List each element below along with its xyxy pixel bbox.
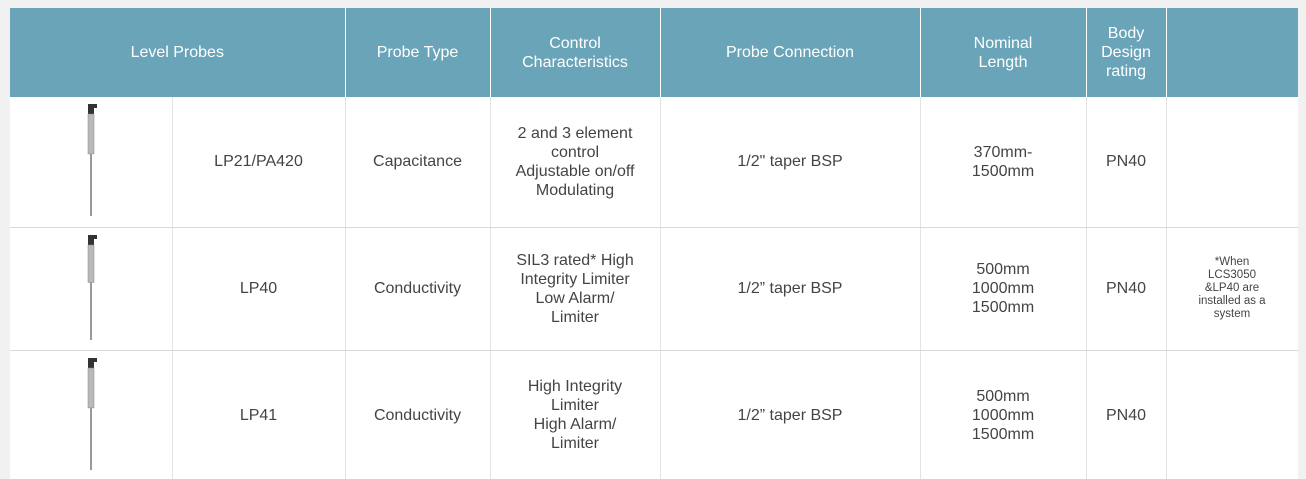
note-cell bbox=[1166, 350, 1298, 479]
rating-cell: PN40 bbox=[1086, 227, 1167, 351]
text-line: system bbox=[1213, 308, 1251, 320]
header-cell: Probe Connection bbox=[660, 8, 921, 97]
header-cell: Probe Type bbox=[345, 8, 491, 97]
text-line: SIL3 rated* High bbox=[516, 251, 634, 269]
text-line: 1500mm bbox=[971, 162, 1035, 180]
type-cell: Conductivity bbox=[345, 227, 491, 351]
header-cell: Level Probes bbox=[10, 8, 346, 97]
length-cell: 370mm- 1500mm bbox=[920, 97, 1087, 228]
text-line: installed as a bbox=[1198, 295, 1266, 307]
text-line: 1000mm bbox=[971, 406, 1035, 424]
image-cell bbox=[10, 350, 173, 479]
model-cell: LP41 bbox=[172, 350, 346, 479]
text-line: High Integrity bbox=[527, 378, 623, 395]
control-cell: High Integrity Limiter High Alarm/Limiter bbox=[490, 350, 661, 479]
connection-cell: 1/2” taper BSP bbox=[660, 227, 921, 351]
text-line: Adjustable on/off bbox=[515, 162, 635, 180]
image-cell bbox=[10, 227, 173, 351]
text-line: 2 and 3 element bbox=[517, 124, 633, 142]
text-line: Body bbox=[1107, 25, 1145, 42]
probe-table: Level Probes Probe Type Control Characteris… bbox=[10, 8, 1298, 479]
table-row: LP40 Conductivity SIL3 rated* High Integrit… bbox=[10, 227, 1298, 351]
model-cell: LP21/PA420 bbox=[172, 97, 346, 228]
text-line: Low Alarm/ bbox=[535, 289, 615, 307]
text-line: Characteristics bbox=[522, 53, 628, 71]
text-line: *When bbox=[1214, 256, 1250, 268]
text-line: rating bbox=[1106, 63, 1147, 80]
control-cell: SIL3 rated* High Integrity Limiter Low Ala… bbox=[490, 227, 661, 351]
probe-image bbox=[87, 104, 97, 223]
model-cell: LP40 bbox=[172, 227, 346, 351]
table-wrap: Level Probes Probe Type Control Characteris… bbox=[10, 8, 1298, 479]
table-row: LP21/PA420 Capacitance 2 and 3 element cont… bbox=[10, 97, 1298, 228]
probe-image bbox=[87, 357, 97, 476]
rating-cell: PN40 bbox=[1086, 97, 1167, 228]
text-line: 1500mm bbox=[971, 425, 1035, 443]
length-cell: 500mm 1000mm 1500mm bbox=[920, 227, 1087, 351]
text-line: &LP40 are bbox=[1204, 282, 1260, 294]
text-line: 1500mm bbox=[971, 299, 1035, 316]
text-line: Probe Connection bbox=[725, 44, 855, 61]
text-line: LCS3050 bbox=[1208, 269, 1256, 281]
rating-cell: PN40 bbox=[1086, 350, 1167, 479]
header-cell: Nominal Length bbox=[920, 8, 1087, 97]
text-line: Length bbox=[978, 53, 1028, 71]
text-line: 500mm bbox=[976, 261, 1030, 278]
table-body: LP21/PA420 Capacitance 2 and 3 element cont… bbox=[10, 97, 1298, 479]
text-line: Probe Type bbox=[376, 44, 459, 61]
text-line: High Alarm/ bbox=[533, 416, 617, 433]
text-line: Design bbox=[1101, 44, 1151, 61]
connection-cell: 1/2" taper BSP bbox=[660, 97, 921, 228]
image-cell bbox=[10, 97, 173, 228]
text-line: Level Probes bbox=[130, 44, 224, 61]
header-row: Level Probes Probe Type Control Characteris… bbox=[10, 8, 1298, 97]
type-cell: Conductivity bbox=[345, 350, 491, 479]
table-row: LP41 Conductivity High Integrity Limiter Hig… bbox=[10, 350, 1298, 479]
text-line: 1000mm bbox=[971, 280, 1035, 297]
note-cell: *When LCS3050 &LP40 are installed as a syste… bbox=[1166, 227, 1298, 351]
text-line: Limiter bbox=[551, 435, 600, 452]
control-cell: 2 and 3 element control Adjustable on/off M… bbox=[490, 97, 661, 228]
type-cell: Capacitance bbox=[345, 97, 491, 228]
text-line: Limiter bbox=[551, 397, 600, 414]
text-line: Modulating bbox=[535, 181, 615, 199]
text-line: Nominal bbox=[973, 34, 1033, 52]
text-line: 500mm bbox=[976, 387, 1030, 405]
text-line: control bbox=[551, 143, 600, 161]
text-line: 370mm- bbox=[973, 143, 1033, 161]
length-cell: 500mm 1000mm 1500mm bbox=[920, 350, 1087, 479]
header-cell: Body Design rating bbox=[1086, 8, 1167, 97]
connection-cell: 1/2” taper BSP bbox=[660, 350, 921, 479]
text-line: Control bbox=[549, 34, 601, 52]
header-cell bbox=[1166, 8, 1298, 97]
note-cell bbox=[1166, 97, 1298, 228]
header-cell: Control Characteristics bbox=[490, 8, 661, 97]
text-line: Integrity Limiter bbox=[520, 270, 630, 288]
text-line: Limiter bbox=[551, 308, 600, 326]
probe-image bbox=[87, 234, 97, 347]
